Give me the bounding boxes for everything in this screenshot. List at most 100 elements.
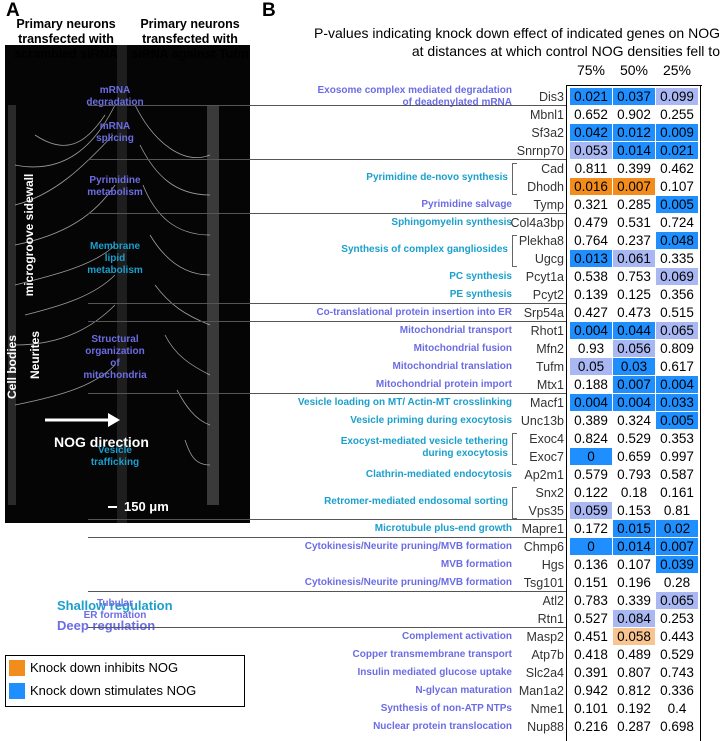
p-value: 0 (587, 449, 595, 464)
p-value: 0.005 (660, 197, 694, 212)
p-value-cell: 0.529 (656, 646, 698, 663)
text-line: ER formation (83, 610, 147, 621)
p-value-cell: 0.03 (613, 358, 655, 375)
text-line: Pyrimidine salvage (421, 199, 512, 210)
text-line: during exocytosis (422, 448, 508, 459)
panel-label: A (6, 0, 20, 21)
p-value-cell: 0.942 (570, 682, 612, 699)
text-line: scrambled siRNA (14, 47, 118, 61)
p-value-cell: 0.007 (613, 178, 655, 195)
p-value: 0.473 (617, 305, 651, 320)
group-label: Vesicle trafficking (75, 445, 155, 469)
text-line: Tubular (97, 598, 133, 609)
p-value: 0.652 (574, 107, 608, 122)
p-value: 0.039 (660, 557, 694, 572)
p-value: 0.084 (617, 611, 651, 626)
p-value: 0.107 (617, 557, 651, 572)
p-value-cell: 0.107 (656, 178, 698, 195)
p-value-cell: 0 (570, 538, 612, 555)
p-value-cell: 0.324 (613, 412, 655, 429)
gene-name: Atl2 (542, 594, 564, 608)
process-label: Mitochondrial fusion (414, 343, 512, 355)
p-value: 0.014 (617, 539, 651, 554)
text-line: mRNA (99, 85, 131, 96)
text-line: N-glycan maturation (415, 685, 512, 696)
gene-name: Mapre1 (521, 522, 564, 536)
p-value: 0.321 (574, 197, 608, 212)
p-value-cell: 0.783 (570, 592, 612, 609)
p-value: 0.764 (574, 233, 608, 248)
p-value: 0.004 (617, 395, 651, 410)
p-value-cell: 0.005 (656, 196, 698, 213)
text-line: Complement activation (401, 631, 512, 642)
text-line: Vesicle loading on MT/ Actin-MT crosslin… (297, 397, 512, 408)
text-line: Structural (91, 334, 139, 345)
p-value-cell: 0.339 (613, 592, 655, 609)
gene-name: Plekha8 (518, 234, 564, 248)
text-line: Exosome complex mediated degradation (317, 85, 513, 96)
p-value: 0.659 (617, 449, 651, 464)
neurites-label: Neurites (28, 330, 42, 380)
header-rule (566, 85, 702, 86)
gene-name: Pcyt2 (532, 288, 564, 302)
group-separator (88, 213, 566, 214)
p-value-cell: 0.048 (656, 232, 698, 249)
p-value: 0.529 (660, 647, 694, 662)
gene-name: Dis3 (538, 90, 564, 104)
p-value: 0.418 (574, 647, 608, 662)
p-value-cell: 0.004 (570, 394, 612, 411)
p-value-cell: 0.216 (570, 718, 612, 735)
text-line: transfected with (18, 32, 114, 46)
p-value: 0.515 (660, 305, 694, 320)
p-value: 0.287 (617, 719, 651, 734)
p-value: 0.4 (667, 701, 687, 716)
gene-name: Sf3a2 (531, 126, 564, 140)
p-value-cell: 0.016 (570, 178, 612, 195)
p-value: 0.056 (617, 341, 651, 356)
p-value-cell: 0.479 (570, 214, 612, 231)
gene-name: Dhodh (527, 180, 564, 194)
text-line: Microtubule plus-end growth (374, 523, 512, 534)
process-label: N-glycan maturation (415, 685, 512, 697)
scale-label: 150 μm (124, 499, 169, 514)
process-label: PE synthesis (450, 289, 512, 301)
p-value: 0.807 (617, 665, 651, 680)
gene-name: Rtn1 (537, 612, 564, 626)
p-value-cell: 0.136 (570, 556, 612, 573)
gene-name: Macf1 (529, 396, 564, 410)
p-value-cell: 0.724 (656, 214, 698, 231)
text-line: Mitochondrial transport (399, 325, 512, 336)
group-separator (88, 159, 566, 160)
text-line: degradation (86, 97, 144, 108)
p-value: 0.013 (574, 251, 608, 266)
group-separator (88, 591, 566, 592)
text-line: Primary neurons (16, 17, 116, 31)
column-header: 25% (662, 62, 692, 78)
p-value-cell: 0.033 (656, 394, 698, 411)
p-value-cell: 0.579 (570, 466, 612, 483)
p-value-cell: 0.659 (613, 448, 655, 465)
p-value-cell: 0.4 (656, 700, 698, 717)
process-label: Pyrimidine salvage (421, 199, 512, 211)
p-value-cell: 0.161 (656, 484, 698, 501)
process-label: Vesicle priming during exocytosis (350, 415, 512, 427)
process-label: Insulin mediated glucose uptake (358, 667, 512, 679)
group-separator (88, 303, 566, 304)
gene-name: Snrnp70 (516, 144, 564, 158)
p-value: 0.196 (617, 575, 651, 590)
text-line: mitochondria (83, 370, 147, 381)
p-value: 0.061 (617, 251, 651, 266)
column-rule (700, 85, 701, 741)
p-value: 0.004 (660, 377, 694, 392)
p-value: 0.139 (574, 287, 608, 302)
p-value-cell: 0.172 (570, 520, 612, 537)
text-line: of deadenylated mRNA (402, 97, 512, 108)
p-value: 0.587 (660, 467, 694, 482)
p-value-cell: 0.065 (656, 322, 698, 339)
p-value: 0.529 (617, 431, 651, 446)
p-value-cell: 0.531 (613, 214, 655, 231)
p-value-cell: 0.099 (656, 88, 698, 105)
gene-name: Masp2 (526, 630, 564, 644)
p-value-cell: 0.237 (613, 232, 655, 249)
process-label: Copper transmembrane transport (353, 649, 512, 661)
